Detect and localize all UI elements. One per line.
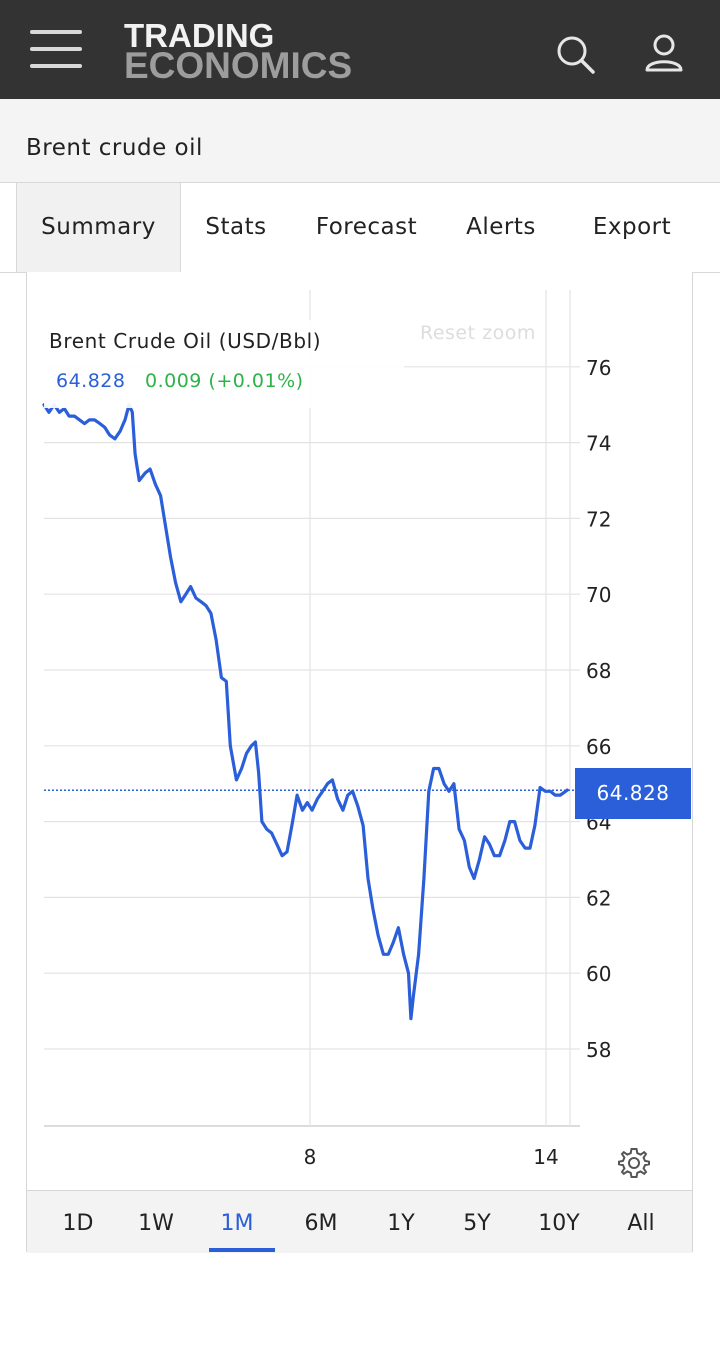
x-tick-label-8: 8: [304, 1145, 317, 1169]
legend-price: 64.828: [56, 370, 126, 392]
page-title: Brent crude oil: [26, 135, 203, 161]
y-tick-label-58: 58: [586, 1038, 611, 1062]
legend-box: [44, 320, 404, 408]
range-1y[interactable]: 1Y: [387, 1211, 415, 1236]
range-1m[interactable]: 1M: [220, 1211, 254, 1236]
y-tick-label-76: 76: [586, 356, 611, 380]
y-tick-label-62: 62: [586, 886, 611, 910]
tab-export[interactable]: Export: [592, 214, 672, 240]
tab-bar: Summary Stats Forecast Alerts Export: [0, 183, 720, 273]
x-tick-label-14: 14: [533, 1145, 558, 1169]
y-tick-label-66: 66: [586, 735, 611, 759]
top-header: TRADING ECONOMICS: [0, 0, 720, 99]
gear-icon[interactable]: [617, 1146, 651, 1180]
y-tick-label-68: 68: [586, 659, 611, 683]
tab-alerts[interactable]: Alerts: [466, 214, 536, 240]
y-tick-label-74: 74: [586, 432, 611, 456]
range-5y[interactable]: 5Y: [463, 1211, 491, 1236]
range-all[interactable]: All: [627, 1211, 655, 1236]
title-bar: Brent crude oil: [0, 99, 720, 183]
range-10y[interactable]: 10Y: [538, 1211, 580, 1236]
tab-stats[interactable]: Stats: [205, 214, 267, 240]
y-tick-label-72: 72: [586, 507, 611, 531]
y-tick-label-60: 60: [586, 962, 611, 986]
tab-forecast[interactable]: Forecast: [315, 214, 418, 240]
legend-change: 0.009 (+0.01%): [145, 370, 304, 392]
range-6m[interactable]: 6M: [304, 1211, 338, 1236]
time-range-bar: 1D 1W 1M 6M 1Y 5Y 10Y All: [27, 1190, 692, 1253]
tab-summary[interactable]: Summary: [16, 183, 181, 272]
range-1d[interactable]: 1D: [62, 1211, 94, 1236]
series-line-0: [42, 403, 569, 1021]
logo-line1: TRADING: [124, 17, 275, 54]
user-icon[interactable]: [642, 32, 686, 76]
legend-title: Brent Crude Oil (USD/Bbl): [49, 329, 322, 353]
active-range-underline: [209, 1248, 275, 1252]
logo-line2: ECONOMICS: [124, 45, 353, 86]
search-icon[interactable]: [553, 32, 597, 76]
chart-card: [26, 272, 693, 1252]
range-1w[interactable]: 1W: [138, 1211, 174, 1236]
current-price-tag: 64.828: [575, 768, 691, 819]
hamburger-icon[interactable]: [30, 30, 82, 72]
y-tick-label-70: 70: [586, 583, 611, 607]
logo[interactable]: TRADING ECONOMICS: [124, 17, 353, 86]
reset-zoom-button[interactable]: Reset zoom: [420, 322, 536, 344]
